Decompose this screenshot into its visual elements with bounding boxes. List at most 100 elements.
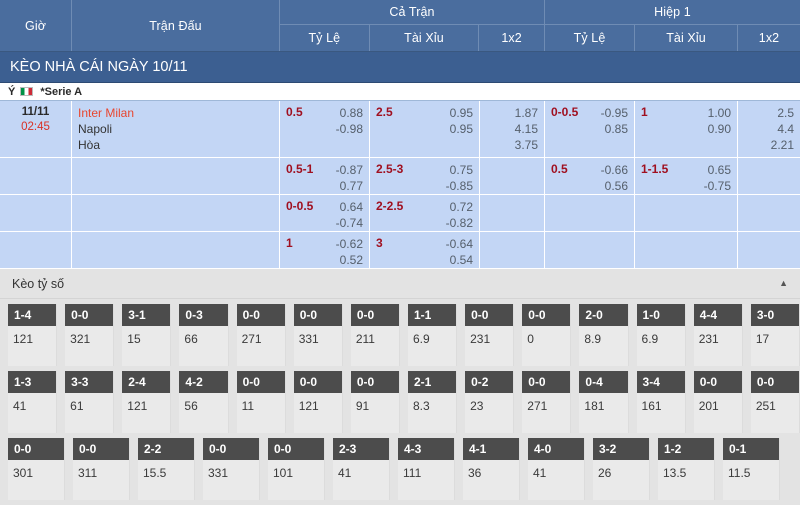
- score-label[interactable]: 4-1: [463, 438, 519, 460]
- score-odds-value[interactable]: 66: [184, 332, 198, 346]
- score-label[interactable]: 0-1: [723, 438, 779, 460]
- cell-overunder-h1[interactable]: 1 1.00 0.90: [635, 101, 738, 157]
- score-odds-item[interactable]: 0-0 0: [522, 304, 572, 366]
- score-label[interactable]: 0-2: [465, 371, 514, 393]
- odds-values[interactable]: 0.65 -0.75: [641, 162, 731, 194]
- cell-handicap-ft[interactable]: 1 -0.62 0.52: [280, 232, 370, 268]
- score-odds-value[interactable]: 6.9: [412, 332, 430, 346]
- odds-value[interactable]: 0.52: [339, 253, 363, 267]
- cell-1x2-ft[interactable]: 1.87 4.15 3.75: [480, 101, 545, 157]
- score-odds-value[interactable]: 111: [403, 466, 422, 480]
- odds-row[interactable]: 1 -0.62 0.52 3 -0.64 0.54: [0, 232, 800, 269]
- odds-value[interactable]: 1.87: [514, 106, 538, 120]
- score-odds-header[interactable]: Kèo tỷ số ▲: [0, 269, 800, 299]
- odds-value[interactable]: 0.88: [339, 106, 363, 120]
- score-label[interactable]: 0-0: [350, 371, 399, 393]
- score-label[interactable]: 4-4: [693, 304, 742, 326]
- score-odds-value[interactable]: 211: [355, 332, 375, 346]
- cell-1x2-ft[interactable]: [480, 158, 545, 194]
- odds-value[interactable]: 3.75: [514, 138, 538, 152]
- handicap-line[interactable]: 0-0.5: [551, 105, 579, 119]
- odds-value[interactable]: 0.75: [449, 163, 473, 177]
- score-odds-item[interactable]: 4-2 56: [179, 371, 229, 433]
- score-odds-item[interactable]: 0-3 66: [179, 304, 229, 366]
- odds-values[interactable]: -0.62 0.52: [286, 236, 363, 268]
- score-odds-value[interactable]: 231: [470, 332, 491, 346]
- handicap-line[interactable]: 0.5-1: [286, 162, 314, 176]
- score-odds-item[interactable]: 0-0 211: [350, 304, 400, 366]
- score-label[interactable]: 3-1: [122, 304, 171, 326]
- score-label[interactable]: 0-0: [268, 438, 324, 460]
- odds-value[interactable]: -0.98: [335, 122, 363, 136]
- score-label[interactable]: 2-1: [407, 371, 457, 393]
- handicap-line[interactable]: 0.5: [286, 105, 303, 119]
- score-label[interactable]: 0-0: [73, 438, 129, 460]
- score-label[interactable]: 2-0: [579, 304, 628, 326]
- odds-value[interactable]: 2.5: [777, 106, 794, 120]
- handicap-line[interactable]: 2.5-3: [376, 162, 404, 176]
- score-odds-value[interactable]: 271: [241, 332, 262, 346]
- odds-value[interactable]: -0.85: [445, 179, 473, 193]
- score-label[interactable]: 3-2: [593, 438, 649, 460]
- score-odds-item[interactable]: 1-1 6.9: [407, 304, 458, 366]
- score-odds-value[interactable]: 6.9: [641, 332, 659, 346]
- score-odds-value[interactable]: 311: [78, 466, 98, 480]
- score-odds-value[interactable]: 26: [598, 466, 612, 480]
- score-odds-item[interactable]: 0-4 181: [579, 371, 629, 433]
- cell-handicap-ft[interactable]: 0-0.5 0.64 -0.74: [280, 195, 370, 231]
- odds-value[interactable]: 1.00: [707, 106, 731, 120]
- score-odds-value[interactable]: 11: [241, 399, 255, 413]
- score-odds-item[interactable]: 1-3 41: [8, 371, 58, 433]
- cell-overunder-h1[interactable]: [635, 232, 738, 268]
- score-label[interactable]: 3-3: [65, 371, 114, 393]
- odds-value[interactable]: -0.62: [335, 237, 363, 251]
- score-label[interactable]: 0-0: [465, 304, 514, 326]
- score-label[interactable]: 0-0: [350, 304, 399, 326]
- score-odds-value[interactable]: 13.5: [663, 466, 687, 480]
- score-odds-item[interactable]: 2-4 121: [122, 371, 172, 433]
- score-label[interactable]: 0-0: [236, 371, 285, 393]
- score-label[interactable]: 1-2: [658, 438, 714, 460]
- score-odds-item[interactable]: 0-0 271: [236, 304, 286, 366]
- away-team[interactable]: Napoli: [78, 122, 113, 136]
- score-odds-item[interactable]: 0-0 301: [8, 438, 65, 500]
- odds-values[interactable]: 1.00 0.90: [641, 105, 731, 137]
- odds-row[interactable]: 0-0.5 0.64 -0.74 2-2.5 0.72 -0.82: [0, 195, 800, 232]
- score-label[interactable]: 0-0: [65, 304, 114, 326]
- handicap-line[interactable]: 1: [286, 236, 293, 250]
- score-odds-value[interactable]: 121: [298, 399, 319, 413]
- score-odds-value[interactable]: 231: [698, 332, 719, 346]
- cell-handicap-ft[interactable]: 0.5 0.88 -0.98: [280, 101, 370, 157]
- score-odds-item[interactable]: 2-0 8.9: [579, 304, 629, 366]
- score-odds-value[interactable]: 161: [641, 399, 662, 413]
- odds-value[interactable]: 4.15: [514, 122, 538, 136]
- score-odds-item[interactable]: 3-1 15: [122, 304, 172, 366]
- score-odds-value[interactable]: 8.9: [584, 332, 602, 346]
- odds-values[interactable]: -0.66 0.56: [551, 162, 628, 194]
- score-odds-item[interactable]: 0-0 91: [350, 371, 400, 433]
- cell-overunder-h1[interactable]: [635, 195, 738, 231]
- score-odds-value[interactable]: 181: [584, 399, 605, 413]
- score-odds-item[interactable]: 0-0 321: [65, 304, 115, 366]
- odds-row[interactable]: 0.5-1 -0.87 0.77 2.5-3 0.75 -0.85 0.5 -0.66 0.56…: [0, 158, 800, 195]
- score-odds-item[interactable]: 0-0 311: [73, 438, 130, 500]
- score-odds-item[interactable]: 0-0 331: [203, 438, 260, 500]
- score-odds-value[interactable]: 61: [70, 399, 84, 413]
- score-label[interactable]: 0-3: [179, 304, 228, 326]
- score-odds-item[interactable]: 3-3 61: [65, 371, 115, 433]
- score-odds-value[interactable]: 331: [208, 466, 229, 480]
- score-odds-item[interactable]: 1-0 6.9: [636, 304, 686, 366]
- score-odds-item[interactable]: 0-2 23: [465, 371, 515, 433]
- score-label[interactable]: 1-1: [407, 304, 457, 326]
- score-odds-value[interactable]: 8.3: [412, 399, 430, 413]
- score-odds-item[interactable]: 0-0 231: [465, 304, 515, 366]
- score-label[interactable]: 0-0: [522, 371, 571, 393]
- score-odds-item[interactable]: 4-1 36: [463, 438, 520, 500]
- cell-1x2-ft[interactable]: [480, 232, 545, 268]
- odds-value[interactable]: -0.95: [600, 106, 628, 120]
- score-odds-value[interactable]: 15: [127, 332, 141, 346]
- score-odds-value[interactable]: 11.5: [728, 466, 751, 480]
- score-label[interactable]: 2-3: [333, 438, 389, 460]
- score-label[interactable]: 0-0: [750, 371, 799, 393]
- score-odds-item[interactable]: 4-4 231: [693, 304, 743, 366]
